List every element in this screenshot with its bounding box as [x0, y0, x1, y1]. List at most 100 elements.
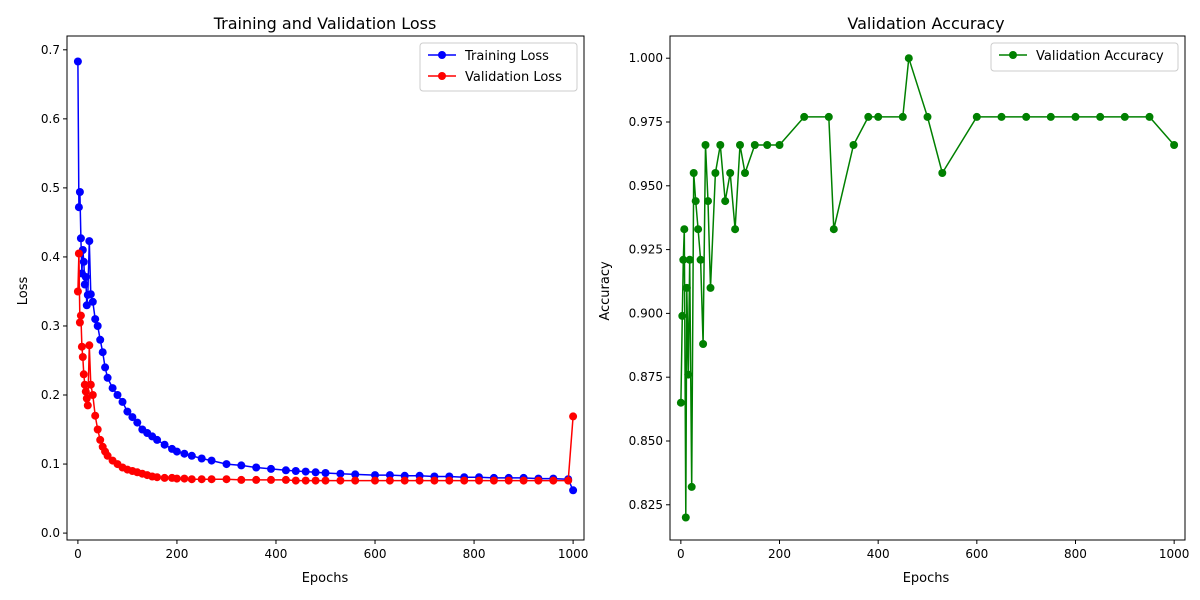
data-point: [237, 475, 246, 484]
accuracy-legend: Validation Accuracy: [990, 42, 1179, 72]
data-point: [153, 473, 162, 482]
data-point: [118, 397, 127, 406]
data-point: [351, 470, 360, 479]
legend-box: [990, 42, 1179, 72]
data-point: [281, 475, 290, 484]
legend-swatch-marker: [438, 72, 446, 80]
data-point: [267, 464, 275, 473]
data-point: [763, 141, 772, 149]
data-point: [726, 169, 735, 177]
legend-box: [419, 42, 578, 92]
y-tick-label: 1.000: [629, 51, 663, 65]
x-tick-label: 800: [1064, 547, 1087, 561]
x-tick-label: 600: [965, 547, 988, 561]
legend-entry-label: Validation Loss: [465, 70, 562, 85]
data-point: [824, 112, 833, 121]
data-point: [460, 476, 469, 485]
data-point: [549, 476, 558, 485]
data-point: [88, 391, 97, 399]
data-point: [351, 476, 360, 485]
data-point: [864, 112, 873, 121]
data-point: [1170, 141, 1179, 149]
data-point: [103, 373, 112, 382]
y-tick-label: 0.4: [41, 250, 60, 264]
y-tick-label: 0.2: [41, 388, 60, 402]
data-point: [237, 461, 246, 470]
data-point: [445, 476, 454, 485]
data-point: [701, 141, 710, 149]
data-point: [696, 255, 705, 264]
data-point: [222, 475, 231, 484]
data-point: [721, 197, 730, 206]
data-point: [849, 141, 858, 149]
data-point: [180, 474, 189, 483]
x-tick-label: 0: [74, 547, 82, 561]
data-point: [187, 475, 196, 484]
data-point: [76, 234, 85, 243]
accuracy-chart: Validation Accuracy Epochs Accuracy 0 200…: [598, 14, 1189, 586]
axes-frame: [66, 35, 585, 541]
data-point: [79, 257, 88, 266]
y-tick-label: 0.7: [41, 43, 60, 57]
x-tick-label: 200: [768, 547, 791, 561]
data-point: [681, 513, 690, 522]
y-tick-label: 0.850: [629, 434, 663, 448]
data-point: [569, 486, 578, 495]
data-point: [678, 311, 687, 320]
data-point: [711, 169, 720, 177]
data-point: [430, 476, 439, 485]
axes-frame: [669, 35, 1186, 541]
data-point: [1120, 112, 1129, 121]
data-point: [682, 283, 691, 292]
data-point: [736, 141, 744, 149]
series-0: [73, 57, 578, 495]
data-point: [1022, 112, 1031, 121]
data-point: [800, 112, 809, 121]
data-point: [123, 407, 132, 416]
data-point: [291, 476, 300, 485]
y-tick-label: 0.825: [629, 498, 663, 512]
y-tick-label: 0.875: [629, 370, 663, 384]
data-point: [74, 203, 83, 212]
data-point: [74, 249, 83, 258]
data-point: [281, 466, 290, 475]
y-tick-label: 0.6: [41, 112, 60, 126]
x-tick-label: 200: [165, 547, 188, 561]
data-point: [829, 225, 838, 234]
data-point: [898, 112, 907, 121]
data-point: [385, 471, 394, 480]
y-tick-label: 0.5: [41, 181, 60, 195]
x-tick-label: 600: [364, 547, 387, 561]
data-point: [103, 451, 112, 460]
accuracy-y-axis-label: Accuracy: [598, 261, 613, 321]
data-point: [716, 141, 725, 149]
y-tick-label: 0.925: [629, 243, 663, 257]
data-point: [676, 398, 685, 407]
series-0: [676, 54, 1179, 522]
data-point: [321, 469, 330, 477]
data-point: [252, 475, 261, 484]
data-point: [699, 340, 708, 348]
data-point: [336, 476, 345, 485]
data-point: [385, 476, 394, 485]
data-point: [96, 435, 105, 444]
data-point: [82, 394, 91, 403]
data-point: [81, 273, 90, 281]
data-point: [85, 341, 94, 350]
data-point: [775, 141, 784, 149]
data-point: [91, 411, 100, 420]
data-point: [160, 440, 169, 449]
data-point: [187, 451, 196, 460]
data-point: [172, 474, 181, 483]
y-tick-label: 0.950: [629, 179, 663, 193]
data-point: [91, 315, 100, 324]
data-point: [73, 57, 82, 66]
loss-legend: Training Loss Validation Loss: [419, 42, 578, 92]
data-point: [78, 353, 87, 361]
data-point: [222, 460, 231, 469]
series-1: [73, 249, 578, 485]
legend-swatch-marker: [438, 51, 446, 59]
data-point: [519, 476, 528, 485]
loss-plot-area: 0 200 400 600 800 1000 0.0 0.1 0.2 0.3 0.4 0.5 0.6 0.…: [41, 35, 588, 561]
data-point: [207, 475, 216, 484]
